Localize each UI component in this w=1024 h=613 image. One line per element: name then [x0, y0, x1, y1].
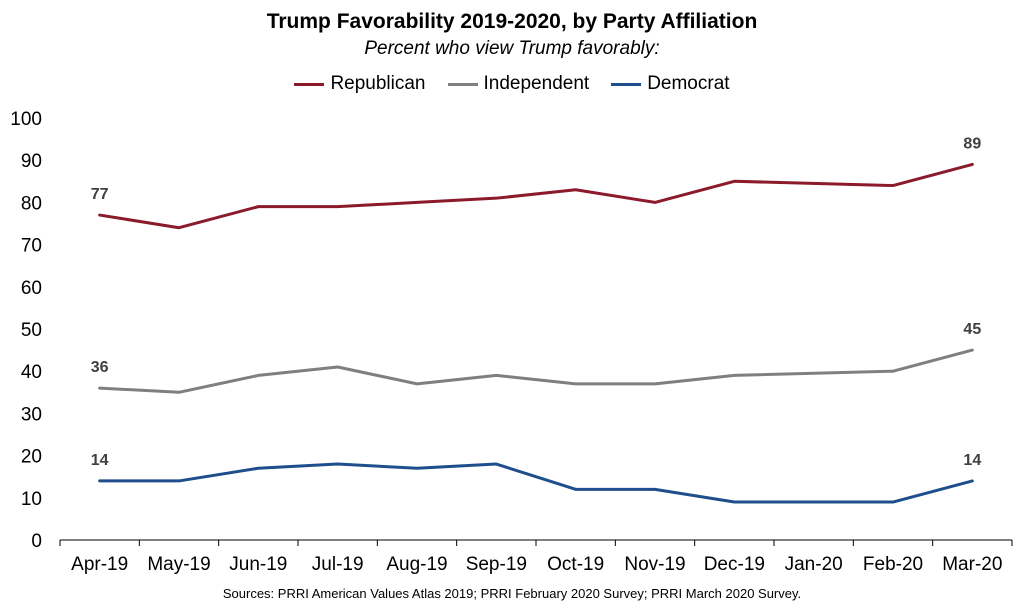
legend-label-independent: Independent	[483, 73, 590, 94]
y-tick-label: 90	[21, 151, 42, 172]
legend-swatch-independent	[447, 82, 478, 86]
data-label: 14	[91, 452, 109, 469]
legend-swatch-democrat	[611, 82, 642, 86]
x-tick-label: Dec-19	[704, 554, 765, 575]
y-tick-label: 10	[21, 489, 42, 510]
data-label: 14	[963, 452, 981, 469]
legend-item-democrat: Democrat	[611, 73, 730, 95]
x-axis-tick-labels: Apr-19 May-19 Jun-19 Jul-19 Aug-19 Sep-19 Oct-…	[71, 554, 1002, 575]
y-tick-label: 100	[10, 109, 42, 130]
x-tick-label: Nov-19	[624, 554, 685, 575]
series-line-independent	[98, 348, 974, 394]
x-tick-label: Feb-20	[863, 554, 923, 575]
x-tick-label: Mar-20	[942, 554, 1002, 575]
x-tick-label: Jan-20	[785, 554, 843, 575]
y-tick-label: 0	[31, 531, 42, 552]
series-line-republican	[98, 162, 974, 230]
legend-label-republican: Republican	[330, 73, 426, 94]
x-tick-label: Aug-19	[386, 554, 447, 575]
series-line-democrat	[98, 462, 974, 504]
y-tick-label: 70	[21, 236, 42, 257]
y-tick-label: 40	[21, 362, 42, 383]
legend-swatch-republican	[294, 82, 325, 86]
x-tick-label: Jul-19	[312, 554, 364, 575]
x-tick-label: Sep-19	[466, 554, 527, 575]
data-labels: 77 89 36 45 14 14	[91, 135, 982, 469]
data-label: 89	[963, 135, 981, 152]
y-axis-tick-labels: 0 10 20 30 40 50 60 70 80 90 100	[10, 109, 42, 552]
data-label: 45	[963, 321, 981, 338]
x-tick-label: Oct-19	[547, 554, 604, 575]
y-tick-label: 20	[21, 447, 42, 468]
y-tick-label: 50	[21, 320, 42, 341]
legend: Republican Independent Democrat	[0, 73, 1024, 95]
chart-title: Trump Favorability 2019-2020, by Party A…	[266, 10, 758, 33]
data-label: 36	[91, 359, 109, 376]
y-tick-label: 60	[21, 278, 42, 299]
chart-source: Sources: PRRI American Values Atlas 2019…	[222, 586, 802, 601]
x-axis-tick-marks	[59, 540, 1013, 546]
data-label: 77	[91, 186, 109, 203]
x-tick-label: Jun-19	[229, 554, 287, 575]
legend-label-democrat: Democrat	[647, 73, 730, 94]
legend-item-independent: Independent	[447, 73, 590, 95]
x-tick-label: Apr-19	[71, 554, 128, 575]
chart-subtitle: Percent who view Trump favorably:	[364, 38, 660, 59]
y-tick-label: 30	[21, 404, 42, 425]
y-tick-label: 80	[21, 193, 42, 214]
series-lines	[98, 162, 974, 504]
legend-item-republican: Republican	[294, 73, 426, 95]
x-tick-label: May-19	[147, 554, 210, 575]
